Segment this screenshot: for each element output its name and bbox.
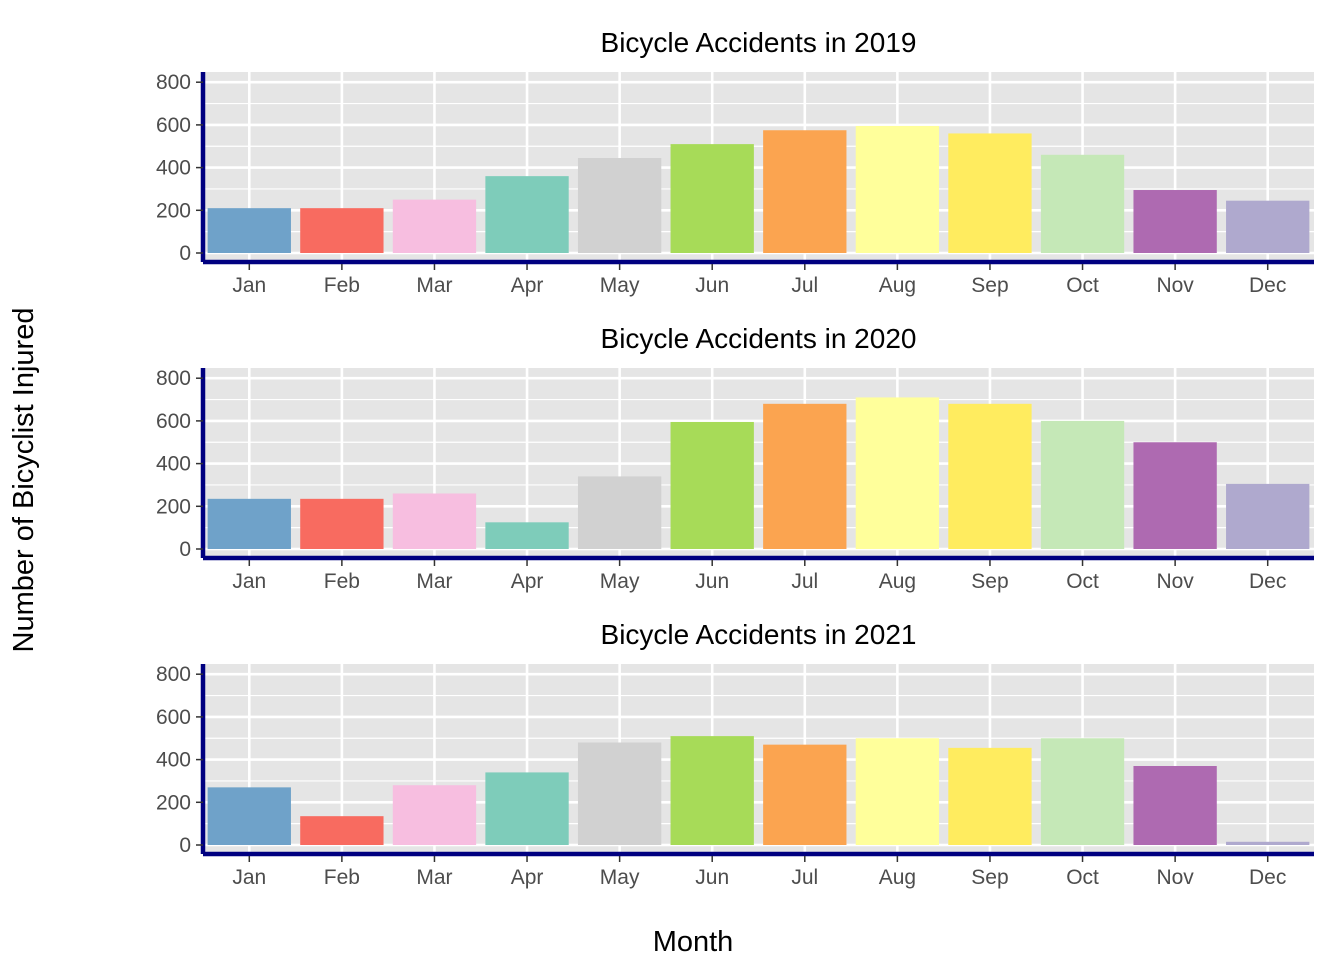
y-tick-label: 200 — [156, 495, 191, 518]
bar-dec — [1226, 841, 1310, 845]
y-axis-title: Number of Bicyclist Injured — [8, 308, 40, 653]
y-tick-label: 400 — [156, 749, 191, 772]
y-tick-label: 400 — [156, 157, 191, 180]
bar-may — [577, 742, 662, 845]
bar-jun — [670, 144, 754, 253]
bar-jan — [207, 498, 291, 549]
bar-apr — [485, 522, 569, 549]
x-tick-label: Jul — [791, 866, 818, 889]
panel-title: Bicycle Accidents in 2020 — [601, 323, 917, 354]
x-tick-label: Dec — [1249, 866, 1286, 889]
x-tick-label: Aug — [879, 274, 916, 297]
x-tick-label: Jan — [232, 866, 266, 889]
x-tick-label: May — [600, 570, 640, 593]
x-tick-label: Feb — [324, 866, 360, 889]
x-tick-label: Nov — [1156, 570, 1194, 593]
x-tick-label: May — [600, 274, 640, 297]
x-tick-label: Feb — [324, 274, 360, 297]
bar-oct — [1040, 420, 1125, 549]
x-tick-label: Mar — [416, 274, 452, 297]
x-tick-label: Aug — [879, 866, 916, 889]
y-tick-label: 800 — [156, 367, 191, 390]
bar-mar — [392, 199, 477, 253]
x-tick-label: Mar — [416, 570, 452, 593]
x-tick-label: May — [600, 866, 640, 889]
y-tick-label: 0 — [179, 242, 191, 265]
panel-3: 0 200 400 600 800 Jan Feb Mar Apr May Jun Jul Aug Sep… — [156, 619, 1314, 889]
bar-mar — [392, 785, 477, 845]
x-tick-label: Dec — [1249, 274, 1286, 297]
bar-sep — [948, 133, 1032, 253]
x-tick-label: Nov — [1156, 274, 1194, 297]
x-tick-label: Jun — [695, 570, 729, 593]
x-tick-label: Jun — [695, 274, 729, 297]
x-tick-label: Oct — [1066, 570, 1099, 593]
bar-aug — [855, 397, 940, 549]
x-tick-label: Nov — [1156, 866, 1194, 889]
panel-title: Bicycle Accidents in 2019 — [601, 27, 917, 58]
y-tick-label: 0 — [179, 834, 191, 857]
x-tick-label: Jan — [232, 274, 266, 297]
bar-feb — [300, 816, 384, 845]
x-tick-label: Apr — [511, 570, 544, 593]
bar-aug — [855, 738, 940, 845]
y-tick-label: 600 — [156, 706, 191, 729]
x-tick-label: Sep — [971, 570, 1008, 593]
x-axis-title: Month — [653, 926, 734, 958]
bar-apr — [485, 176, 569, 253]
bar-dec — [1226, 200, 1310, 253]
x-tick-label: Jan — [232, 570, 266, 593]
x-tick-label: Aug — [879, 570, 916, 593]
bar-nov — [1133, 442, 1217, 549]
y-tick-label: 400 — [156, 453, 191, 476]
y-tick-label: 600 — [156, 410, 191, 433]
bar-jun — [670, 736, 754, 845]
bar-nov — [1133, 190, 1217, 253]
bar-jan — [207, 208, 291, 253]
chart-panels: 0 200 400 600 800 Jan Feb Mar Apr May Jun Jul Aug Sep… — [156, 27, 1314, 889]
y-tick-label: 200 — [156, 199, 191, 222]
x-tick-label: Sep — [971, 866, 1008, 889]
x-tick-label: Sep — [971, 274, 1008, 297]
panel-title: Bicycle Accidents in 2021 — [601, 619, 917, 650]
bar-jun — [670, 421, 754, 549]
y-tick-label: 200 — [156, 791, 191, 814]
x-tick-label: Oct — [1066, 866, 1099, 889]
bar-sep — [948, 747, 1032, 845]
bar-may — [577, 476, 662, 549]
bar-jul — [763, 403, 847, 549]
x-tick-label: Jun — [695, 866, 729, 889]
bar-feb — [300, 498, 384, 549]
x-tick-label: Dec — [1249, 570, 1286, 593]
y-tick-label: 800 — [156, 663, 191, 686]
x-tick-label: Oct — [1066, 274, 1099, 297]
bar-jul — [763, 744, 847, 845]
x-tick-label: Apr — [511, 274, 544, 297]
bar-jan — [207, 787, 291, 845]
bar-aug — [855, 125, 940, 253]
y-tick-label: 0 — [179, 538, 191, 561]
y-tick-label: 600 — [156, 114, 191, 137]
x-tick-label: Apr — [511, 866, 544, 889]
bar-oct — [1040, 738, 1125, 845]
y-tick-label: 800 — [156, 71, 191, 94]
bar-sep — [948, 403, 1032, 549]
x-tick-label: Feb — [324, 570, 360, 593]
bar-jul — [763, 130, 847, 253]
bar-feb — [300, 208, 384, 253]
x-tick-label: Mar — [416, 866, 452, 889]
bar-nov — [1133, 766, 1217, 845]
bar-dec — [1226, 483, 1310, 549]
panel-1: 0 200 400 600 800 Jan Feb Mar Apr May Jun Jul Aug Sep… — [156, 27, 1314, 297]
bar-oct — [1040, 154, 1125, 253]
panel-2: 0 200 400 600 800 Jan Feb Mar Apr May Jun Jul Aug Sep… — [156, 323, 1314, 593]
bar-apr — [485, 772, 569, 845]
bar-may — [577, 157, 662, 253]
x-tick-label: Jul — [791, 570, 818, 593]
bar-mar — [392, 493, 477, 549]
x-tick-label: Jul — [791, 274, 818, 297]
